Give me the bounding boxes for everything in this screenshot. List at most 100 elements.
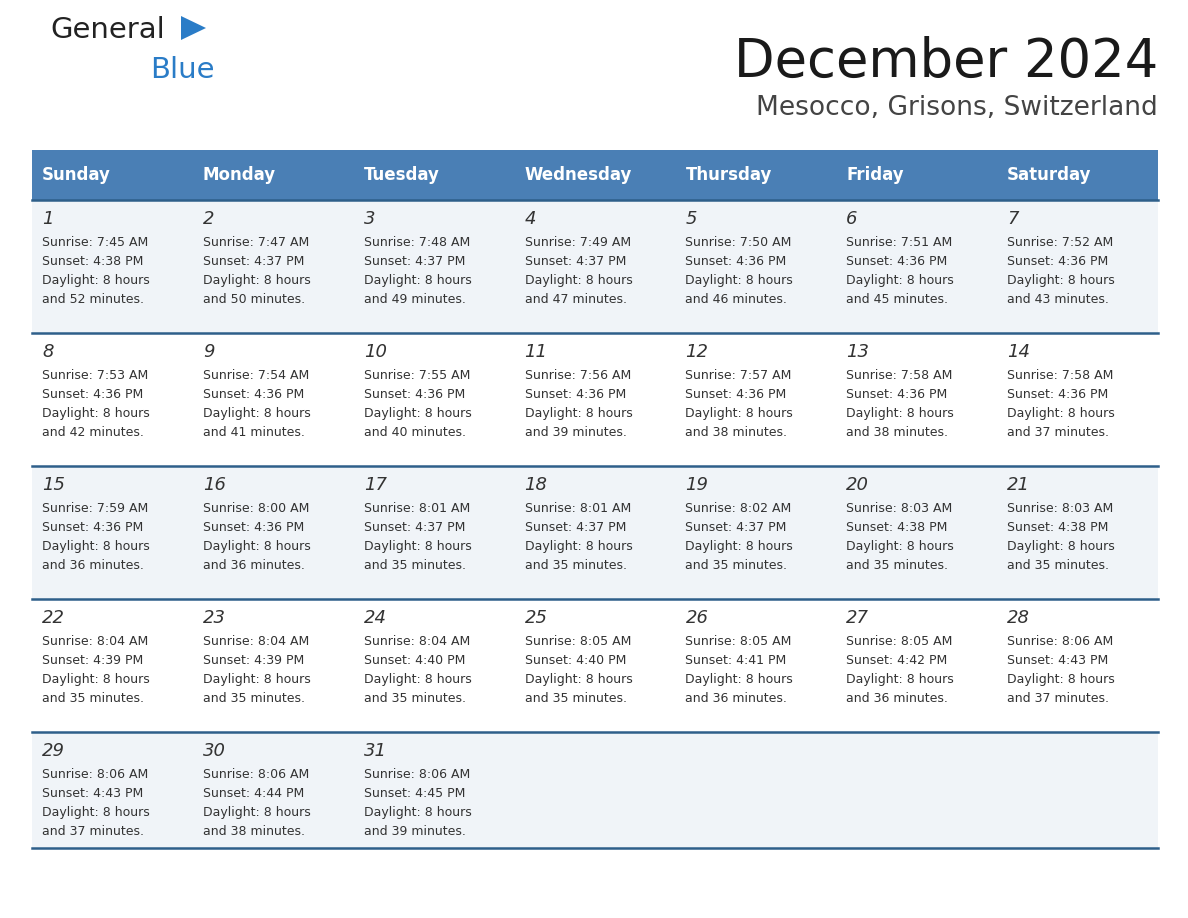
Text: December 2024: December 2024 (734, 36, 1158, 88)
Text: Daylight: 8 hours: Daylight: 8 hours (42, 540, 150, 553)
Text: Sunrise: 8:06 AM: Sunrise: 8:06 AM (42, 768, 148, 781)
Bar (997, 200, 1158, 333)
Bar (514, 150, 676, 200)
Text: and 43 minutes.: and 43 minutes. (1007, 293, 1110, 306)
Text: Sunset: 4:44 PM: Sunset: 4:44 PM (203, 787, 304, 800)
Text: Sunset: 4:36 PM: Sunset: 4:36 PM (1007, 255, 1108, 268)
Text: Sunrise: 7:51 AM: Sunrise: 7:51 AM (846, 236, 953, 249)
Text: 9: 9 (203, 343, 214, 361)
Text: and 36 minutes.: and 36 minutes. (42, 559, 144, 572)
Text: Sunset: 4:36 PM: Sunset: 4:36 PM (685, 255, 786, 268)
Bar (32, 200, 192, 333)
Text: and 35 minutes.: and 35 minutes. (42, 692, 144, 705)
Text: 13: 13 (846, 343, 870, 361)
Text: Daylight: 8 hours: Daylight: 8 hours (364, 407, 472, 420)
Text: Blue: Blue (150, 56, 215, 84)
Text: and 39 minutes.: and 39 minutes. (525, 426, 626, 439)
Text: and 35 minutes.: and 35 minutes. (846, 559, 948, 572)
Bar (836, 599, 997, 732)
Text: Daylight: 8 hours: Daylight: 8 hours (203, 274, 310, 287)
Text: Sunrise: 8:01 AM: Sunrise: 8:01 AM (364, 502, 470, 515)
Text: Sunset: 4:36 PM: Sunset: 4:36 PM (203, 388, 304, 401)
Text: Sunrise: 7:58 AM: Sunrise: 7:58 AM (846, 369, 953, 382)
Text: Sunset: 4:36 PM: Sunset: 4:36 PM (42, 521, 144, 534)
Text: Sunset: 4:39 PM: Sunset: 4:39 PM (42, 654, 144, 667)
Text: Sunset: 4:40 PM: Sunset: 4:40 PM (525, 654, 626, 667)
Text: and 35 minutes.: and 35 minutes. (364, 559, 466, 572)
Polygon shape (181, 16, 206, 40)
Text: Daylight: 8 hours: Daylight: 8 hours (685, 540, 794, 553)
Bar (676, 466, 836, 599)
Bar (676, 599, 836, 732)
Bar (997, 333, 1158, 466)
Text: 5: 5 (685, 210, 697, 228)
Text: Daylight: 8 hours: Daylight: 8 hours (1007, 407, 1114, 420)
Text: Sunset: 4:45 PM: Sunset: 4:45 PM (364, 787, 465, 800)
Text: Sunset: 4:36 PM: Sunset: 4:36 PM (846, 388, 948, 401)
Text: 28: 28 (1007, 609, 1030, 627)
Text: Sunrise: 7:50 AM: Sunrise: 7:50 AM (685, 236, 792, 249)
Bar (836, 200, 997, 333)
Text: Sunrise: 7:56 AM: Sunrise: 7:56 AM (525, 369, 631, 382)
Text: Sunset: 4:41 PM: Sunset: 4:41 PM (685, 654, 786, 667)
Text: Sunset: 4:37 PM: Sunset: 4:37 PM (525, 255, 626, 268)
Text: Sunrise: 8:05 AM: Sunrise: 8:05 AM (525, 635, 631, 648)
Text: and 41 minutes.: and 41 minutes. (203, 426, 305, 439)
Bar (32, 150, 192, 200)
Text: and 37 minutes.: and 37 minutes. (42, 825, 144, 838)
Text: and 36 minutes.: and 36 minutes. (203, 559, 305, 572)
Bar (32, 599, 192, 732)
Text: Daylight: 8 hours: Daylight: 8 hours (203, 407, 310, 420)
Text: and 49 minutes.: and 49 minutes. (364, 293, 466, 306)
Bar (676, 333, 836, 466)
Bar (836, 732, 997, 848)
Text: and 35 minutes.: and 35 minutes. (364, 692, 466, 705)
Text: 25: 25 (525, 609, 548, 627)
Text: and 35 minutes.: and 35 minutes. (525, 692, 626, 705)
Text: and 52 minutes.: and 52 minutes. (42, 293, 144, 306)
Text: 3: 3 (364, 210, 375, 228)
Bar (514, 466, 676, 599)
Text: Mesocco, Grisons, Switzerland: Mesocco, Grisons, Switzerland (757, 95, 1158, 121)
Text: Daylight: 8 hours: Daylight: 8 hours (364, 806, 472, 819)
Text: Sunset: 4:36 PM: Sunset: 4:36 PM (1007, 388, 1108, 401)
Text: Sunrise: 8:03 AM: Sunrise: 8:03 AM (1007, 502, 1113, 515)
Text: and 47 minutes.: and 47 minutes. (525, 293, 626, 306)
Text: Daylight: 8 hours: Daylight: 8 hours (203, 806, 310, 819)
Bar (354, 333, 514, 466)
Bar (32, 732, 192, 848)
Text: Sunset: 4:39 PM: Sunset: 4:39 PM (203, 654, 304, 667)
Text: Sunset: 4:37 PM: Sunset: 4:37 PM (364, 255, 465, 268)
Text: and 37 minutes.: and 37 minutes. (1007, 426, 1110, 439)
Text: Daylight: 8 hours: Daylight: 8 hours (525, 274, 632, 287)
Text: Sunday: Sunday (42, 166, 110, 184)
Text: Sunrise: 7:55 AM: Sunrise: 7:55 AM (364, 369, 470, 382)
Text: Sunrise: 8:05 AM: Sunrise: 8:05 AM (685, 635, 792, 648)
Text: and 38 minutes.: and 38 minutes. (685, 426, 788, 439)
Text: Daylight: 8 hours: Daylight: 8 hours (364, 274, 472, 287)
Text: Daylight: 8 hours: Daylight: 8 hours (685, 407, 794, 420)
Text: and 39 minutes.: and 39 minutes. (364, 825, 466, 838)
Bar (836, 333, 997, 466)
Bar (514, 732, 676, 848)
Bar (836, 466, 997, 599)
Text: Sunset: 4:37 PM: Sunset: 4:37 PM (525, 521, 626, 534)
Text: Daylight: 8 hours: Daylight: 8 hours (846, 673, 954, 686)
Text: Daylight: 8 hours: Daylight: 8 hours (1007, 540, 1114, 553)
Text: 29: 29 (42, 742, 65, 760)
Text: 4: 4 (525, 210, 536, 228)
Text: Daylight: 8 hours: Daylight: 8 hours (685, 673, 794, 686)
Text: Sunset: 4:38 PM: Sunset: 4:38 PM (42, 255, 144, 268)
Bar (997, 599, 1158, 732)
Text: 10: 10 (364, 343, 387, 361)
Text: Sunset: 4:43 PM: Sunset: 4:43 PM (42, 787, 144, 800)
Text: Daylight: 8 hours: Daylight: 8 hours (42, 673, 150, 686)
Text: Sunrise: 8:06 AM: Sunrise: 8:06 AM (364, 768, 470, 781)
Text: Sunrise: 8:06 AM: Sunrise: 8:06 AM (1007, 635, 1113, 648)
Text: Sunset: 4:38 PM: Sunset: 4:38 PM (1007, 521, 1108, 534)
Text: Daylight: 8 hours: Daylight: 8 hours (203, 673, 310, 686)
Text: Sunrise: 8:00 AM: Sunrise: 8:00 AM (203, 502, 309, 515)
Text: 31: 31 (364, 742, 387, 760)
Bar (192, 150, 354, 200)
Text: 17: 17 (364, 476, 387, 494)
